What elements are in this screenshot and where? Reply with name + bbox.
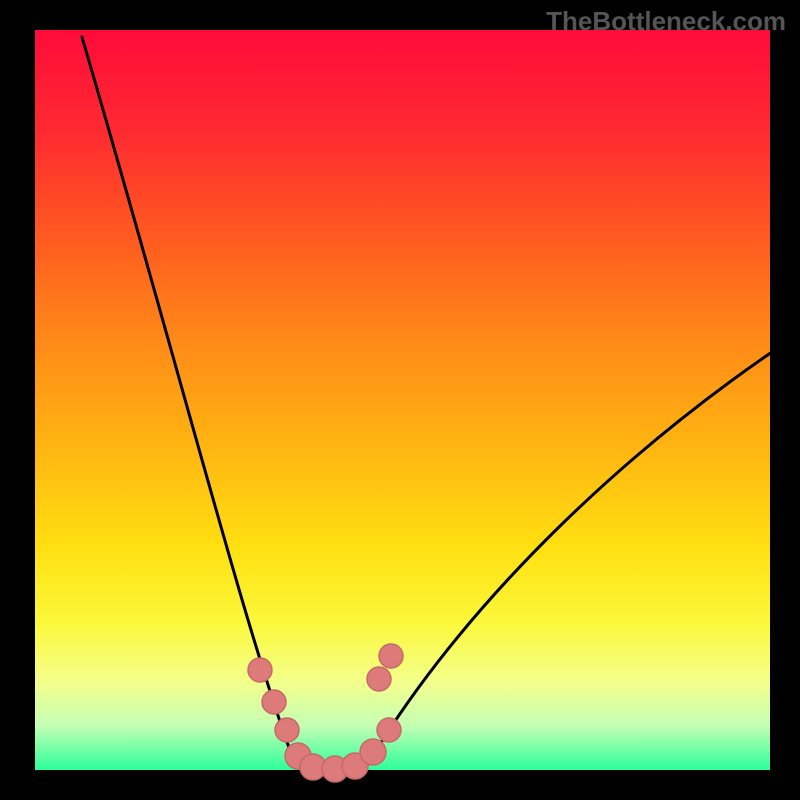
data-marker [377,718,401,742]
data-marker [262,690,286,714]
bottleneck-curve [82,37,800,767]
data-marker [275,718,299,742]
watermark-text: TheBottleneck.com [546,6,786,37]
marker-group [248,644,403,782]
chart-root: TheBottleneck.com [0,0,800,800]
curve-layer [35,30,770,770]
plot-area [35,30,770,770]
data-marker [360,739,386,765]
data-marker [367,667,391,691]
data-marker [379,644,403,668]
data-marker [248,658,272,682]
